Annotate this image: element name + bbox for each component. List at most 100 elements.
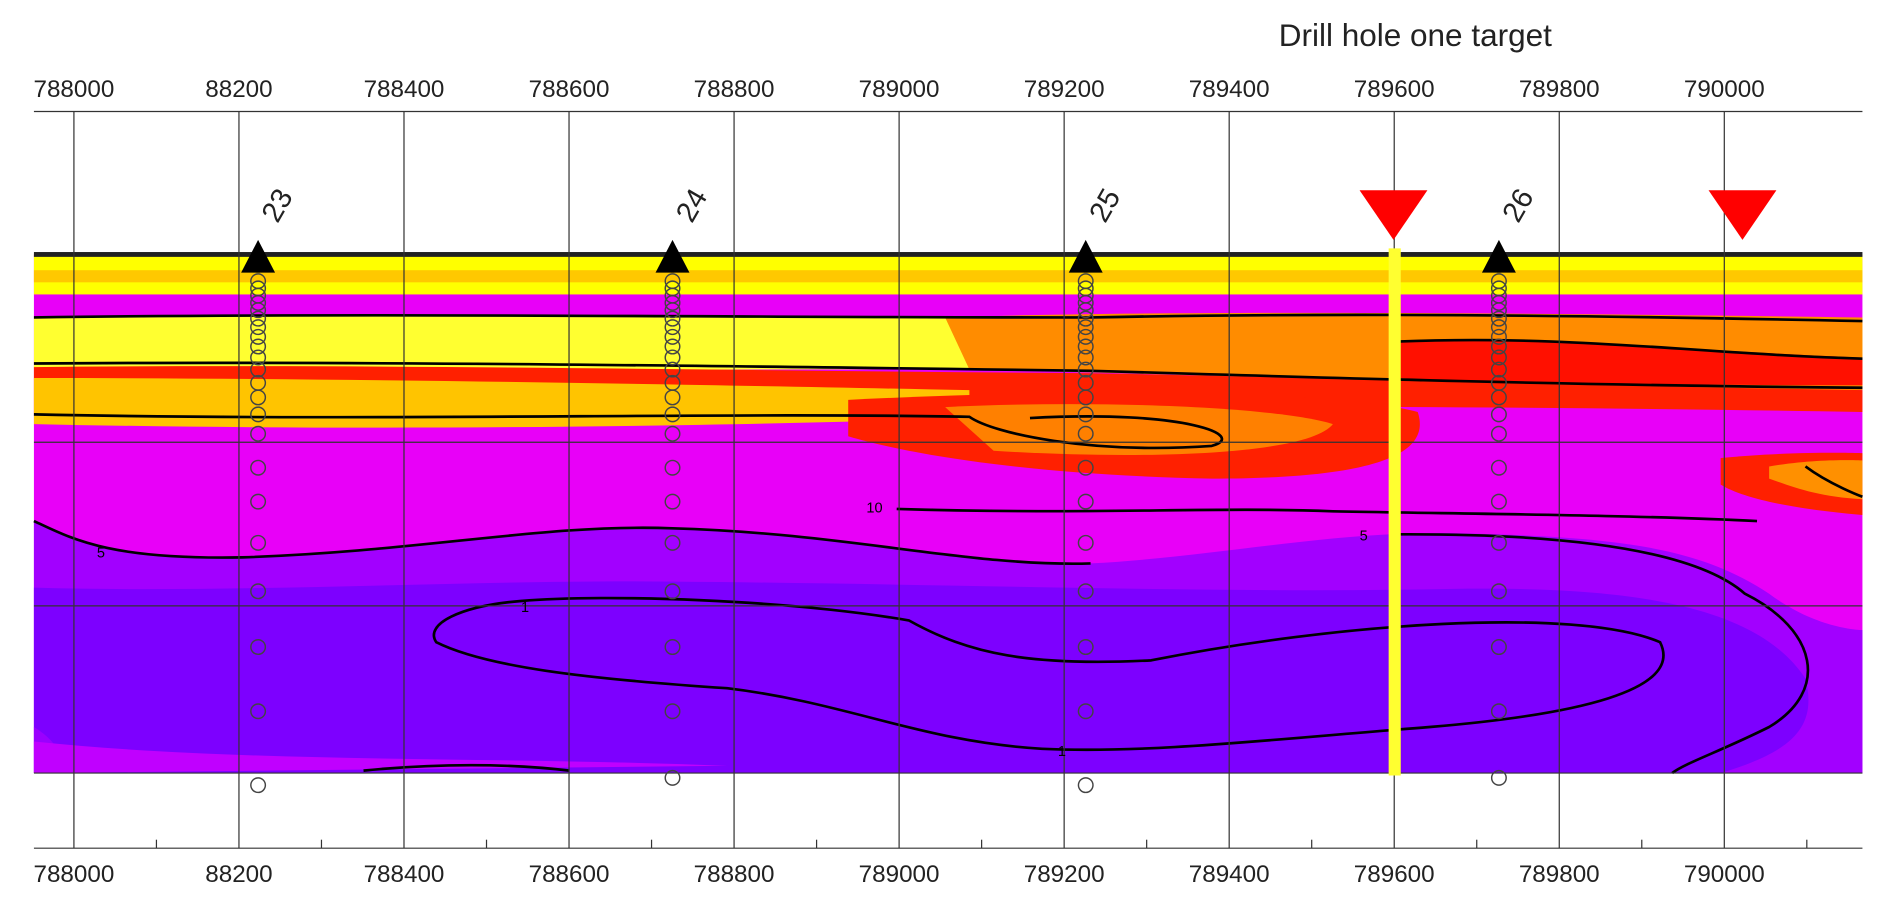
sample-point (250, 338, 267, 355)
sample-point (1490, 583, 1507, 600)
sample-point (250, 493, 267, 510)
sample-point (664, 493, 681, 510)
sample-point (664, 310, 681, 327)
contour-label: 5 (1360, 528, 1368, 544)
top-axis-label: 789600 (1354, 76, 1435, 103)
sample-point (664, 349, 681, 366)
sample-point (250, 302, 267, 319)
sample-point (1490, 302, 1507, 319)
sample-point (1077, 406, 1094, 423)
bottom-axis-label: 790000 (1684, 861, 1765, 888)
sample-point (1490, 310, 1507, 327)
drill-holes (241, 239, 1516, 794)
sample-point (1490, 389, 1507, 406)
contour-label: 10 (866, 501, 882, 517)
top-axis-label: 790000 (1684, 76, 1765, 103)
sample-point (664, 459, 681, 476)
sample-point (1077, 703, 1094, 720)
sample-point (1077, 389, 1094, 406)
sample-point (1077, 294, 1094, 311)
bottom-axis-label: 788000 (34, 861, 115, 888)
sample-point (1490, 319, 1507, 336)
sample-point (250, 534, 267, 551)
sample-point (1490, 349, 1507, 366)
bottom-axis-label: 789800 (1519, 861, 1600, 888)
sample-point (1077, 493, 1094, 510)
sample-point (1077, 310, 1094, 327)
bottom-axis-label: 788400 (364, 861, 445, 888)
sample-point (1077, 459, 1094, 476)
sample-point (664, 406, 681, 423)
sample-point (1077, 328, 1094, 345)
bottom-axis-label: 788800 (694, 861, 775, 888)
sample-point (1077, 534, 1094, 551)
hole-label: 23 (256, 184, 300, 228)
sample-point (664, 328, 681, 345)
sample-point (664, 583, 681, 600)
sample-point (1490, 769, 1507, 786)
sample-point (1077, 302, 1094, 319)
sample-point (664, 389, 681, 406)
sample-point (250, 349, 267, 366)
hole-label: 24 (670, 184, 714, 228)
sample-point (250, 361, 267, 378)
sample-point (1077, 425, 1094, 442)
sample-point (664, 425, 681, 442)
sample-point (1077, 639, 1094, 656)
hole-label: 26 (1497, 184, 1541, 228)
sample-point (1490, 534, 1507, 551)
sample-point (1077, 361, 1094, 378)
top-axis-label: 88200 (205, 76, 272, 103)
sample-point (1490, 361, 1507, 378)
bottom-axis-label: 788600 (529, 861, 610, 888)
sample-point (250, 328, 267, 345)
sample-point (1077, 338, 1094, 355)
bottom-axis-label: 789400 (1189, 861, 1270, 888)
targets (1359, 190, 1777, 776)
hole-arrow (1068, 239, 1103, 273)
bottom-axis-label: 789600 (1354, 861, 1435, 888)
title: Drill hole one target (1279, 17, 1552, 53)
contours (33, 313, 1863, 775)
sample-point (250, 639, 267, 656)
top-axis-label: 788000 (34, 76, 115, 103)
sample-point (1077, 583, 1094, 600)
section-fill (33, 252, 1863, 774)
hole-arrow (655, 239, 690, 273)
sample-point (664, 319, 681, 336)
labels: 788000 88200 788400 788600 788800 789000 78920… (34, 76, 1765, 888)
top-axis-label: 789200 (1024, 76, 1105, 103)
top-axis-label: 789000 (859, 76, 940, 103)
sample-point (250, 777, 267, 794)
sample-point (1490, 338, 1507, 355)
sample-point (664, 639, 681, 656)
sample-point (664, 294, 681, 311)
contour-label: 5 (97, 545, 105, 561)
sample-point (1490, 294, 1507, 311)
sample-point (1077, 319, 1094, 336)
sample-point (250, 406, 267, 423)
sample-point (250, 310, 267, 327)
sample-point (664, 338, 681, 355)
sample-point (664, 769, 681, 786)
top-axis-label: 789800 (1519, 76, 1600, 103)
top-axis-label: 788800 (694, 76, 775, 103)
sample-point (250, 703, 267, 720)
sample-point (1490, 425, 1507, 442)
bottom-axis-label: 789200 (1024, 861, 1105, 888)
sample-point (1490, 328, 1507, 345)
sample-point (250, 319, 267, 336)
sample-point (664, 703, 681, 720)
contour-label: 1 (521, 600, 529, 616)
vertical-grid (73, 111, 1808, 849)
grid (33, 110, 1863, 849)
sample-point (664, 361, 681, 378)
sample-point (250, 294, 267, 311)
hole-arrow (1481, 239, 1516, 273)
sample-point (250, 389, 267, 406)
top-axis-label: 789400 (1189, 76, 1270, 103)
bottom-axis-label: 88200 (205, 861, 272, 888)
top-axis-label: 788400 (364, 76, 445, 103)
sample-point (664, 302, 681, 319)
